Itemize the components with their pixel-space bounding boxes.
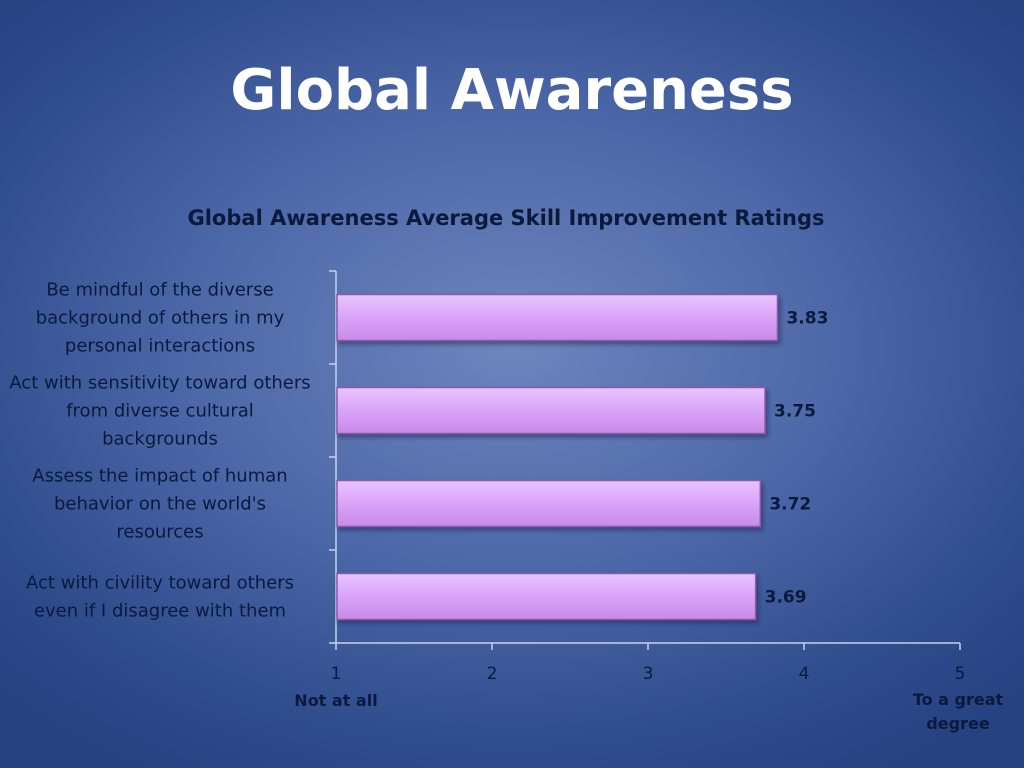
x-tick-label: 3: [643, 664, 654, 684]
category-label: Act with sensitivity toward others from d…: [9, 373, 310, 450]
x-tick-label: 1: [331, 664, 342, 684]
x-tick-label: 5: [955, 664, 966, 684]
bar: [336, 572, 757, 621]
chart-title: Global Awareness Average Skill Improveme…: [188, 206, 825, 230]
x-tick-label: 2: [487, 664, 498, 684]
value-label: 3.75: [774, 402, 816, 422]
category-label: Act with civility toward others even if I…: [26, 573, 294, 622]
category-labels: Be mindful of the diverse background of o…: [9, 280, 310, 622]
scale-high-label: To a great degree: [913, 690, 1004, 733]
x-tick-label: 4: [799, 664, 810, 684]
value-label: 3.72: [769, 495, 811, 515]
axes: [329, 270, 961, 650]
bar: [336, 386, 766, 435]
category-label: Assess the impact of human behavior on th…: [32, 466, 287, 543]
category-label: Be mindful of the diverse background of o…: [36, 280, 285, 357]
value-label: 3.69: [765, 588, 807, 608]
bars: [336, 293, 779, 621]
scale-low-label: Not at all: [294, 691, 377, 710]
value-label: 3.83: [786, 309, 828, 329]
value-labels: 3.83 3.75 3.72 3.69: [765, 309, 829, 608]
slide-title: Global Awareness: [230, 58, 794, 123]
bar: [336, 479, 762, 528]
scale-labels: Not at all To a great degree: [294, 690, 1003, 733]
x-tick-labels: 1 2 3 4 5: [331, 664, 966, 684]
bar: [336, 293, 779, 342]
